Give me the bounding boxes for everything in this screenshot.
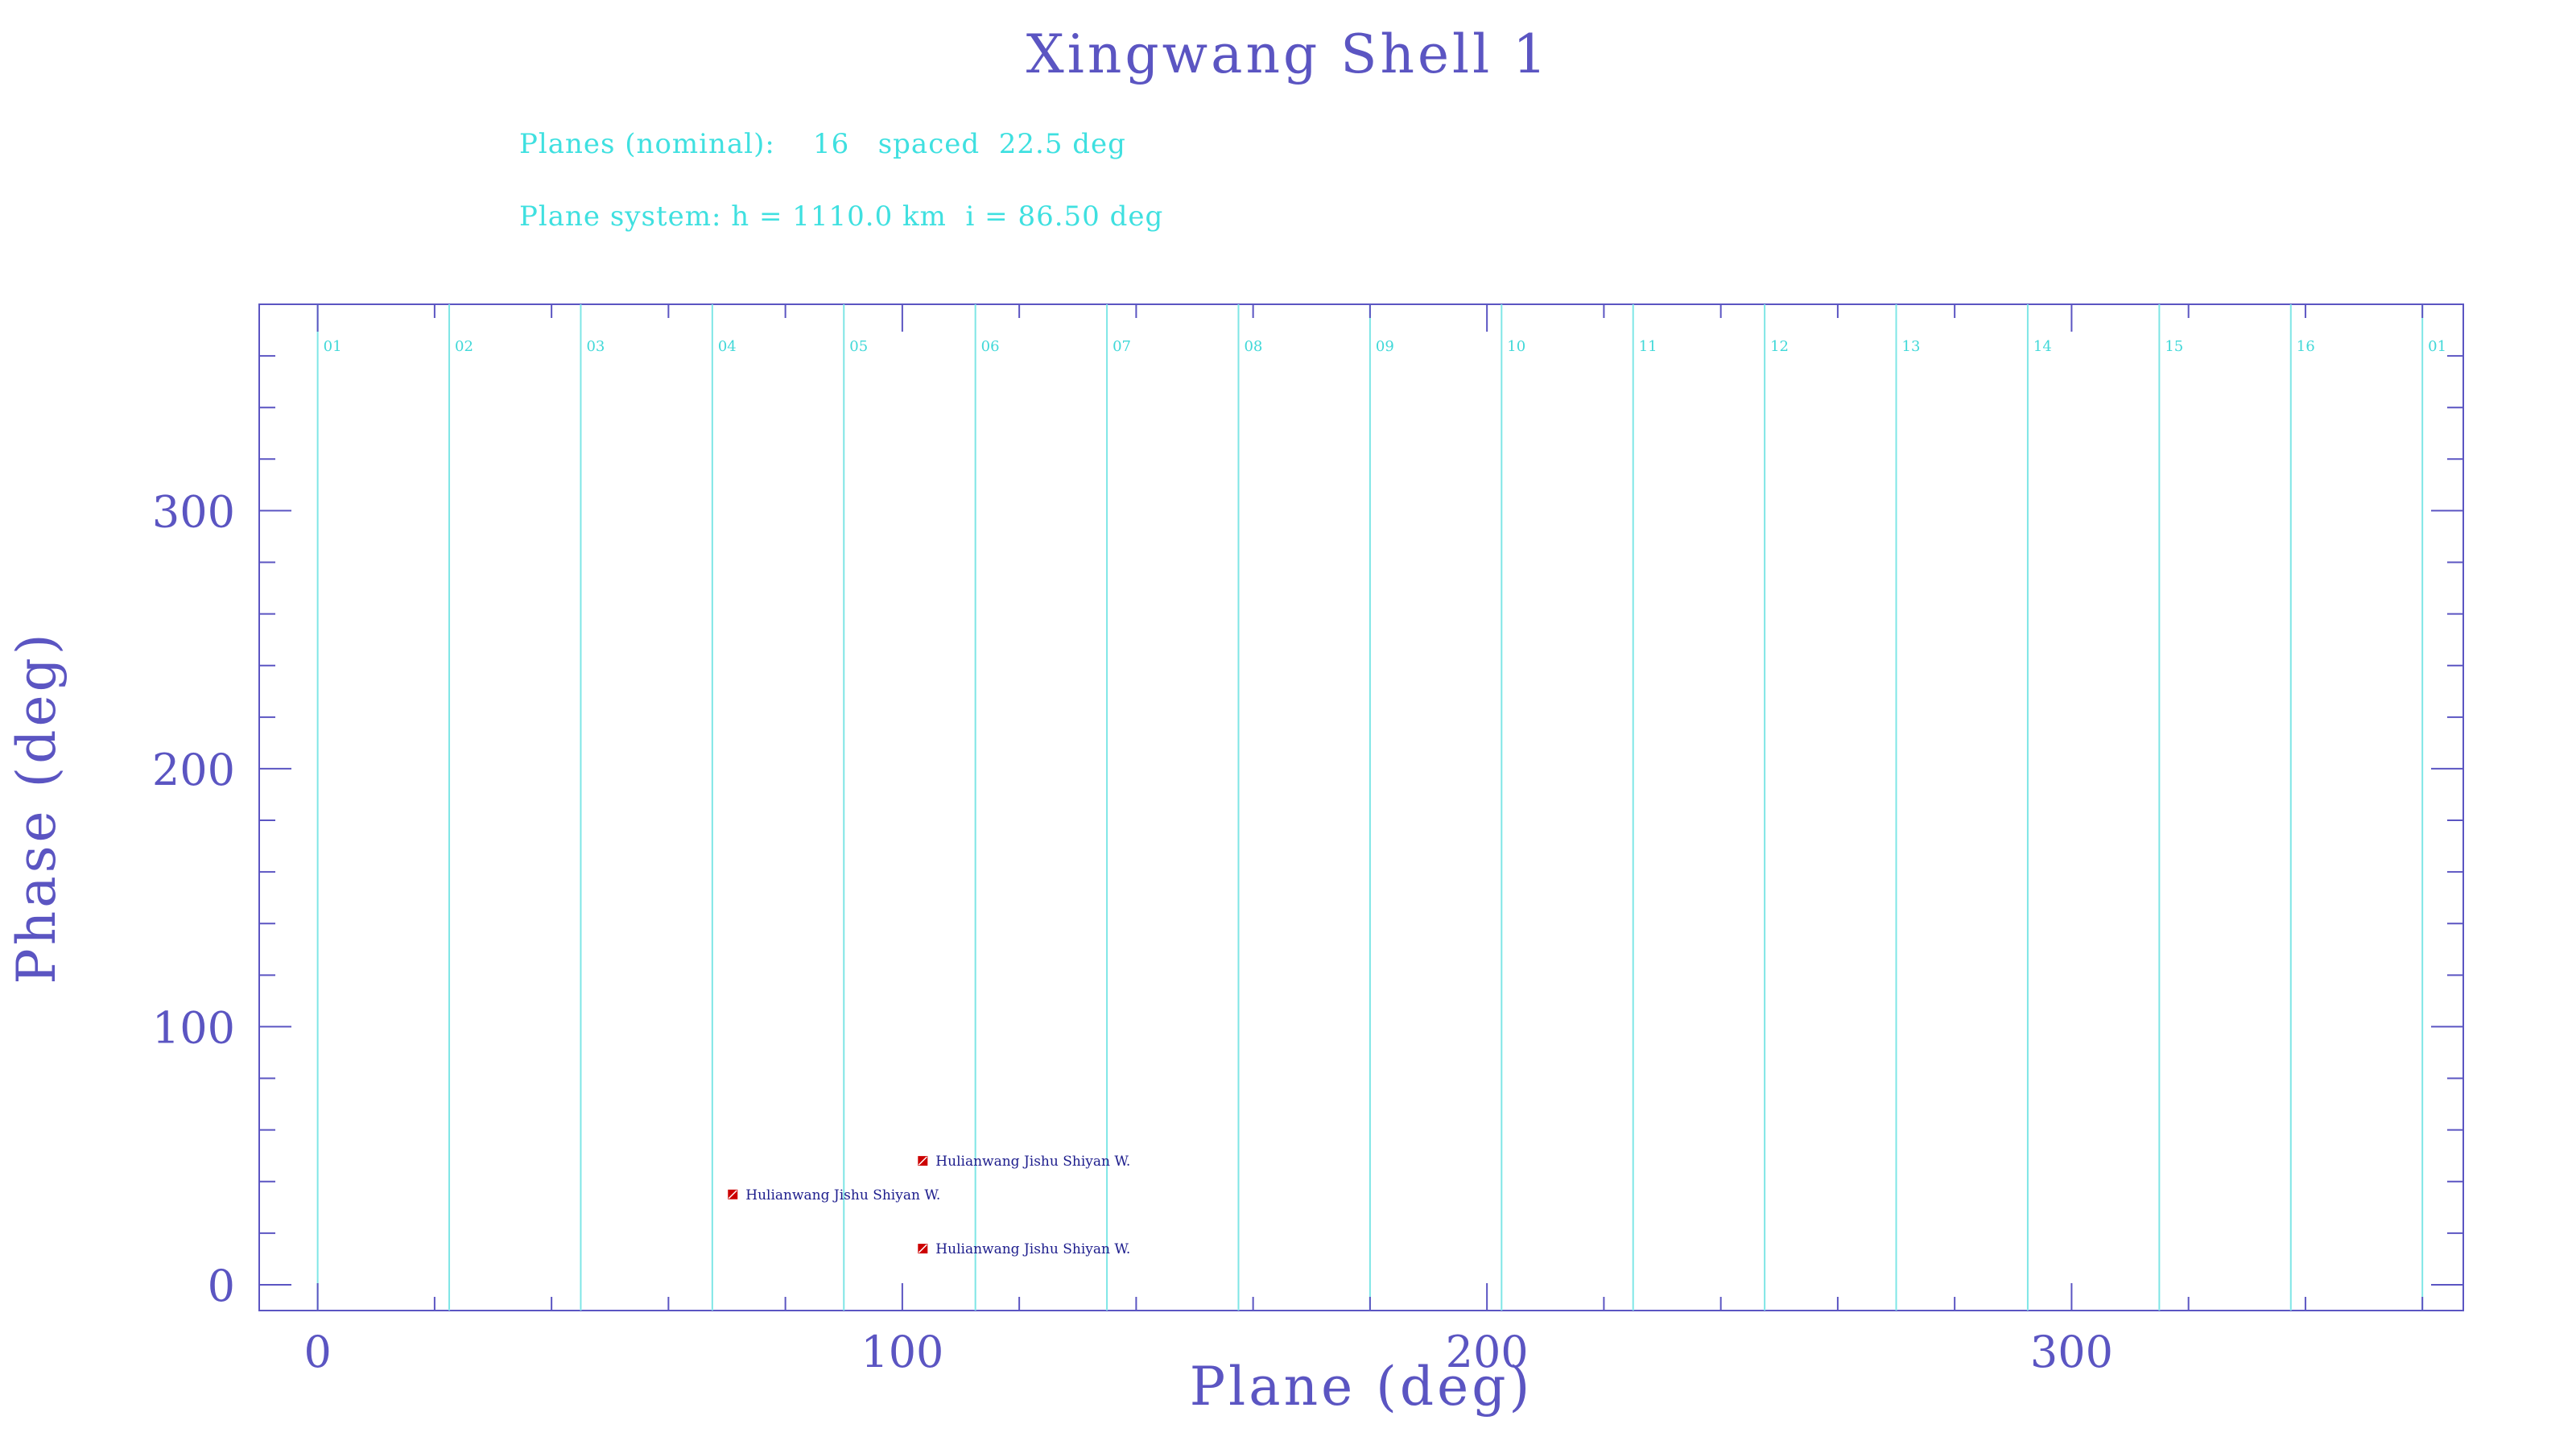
satellite-marker-slash bbox=[728, 1190, 737, 1199]
plane-label: 03 bbox=[586, 338, 605, 355]
plane-label: 01 bbox=[2428, 338, 2446, 355]
chart-title: Xingwang Shell 1 bbox=[1026, 23, 1550, 85]
plane-label: 13 bbox=[1902, 338, 1921, 355]
plane-label: 11 bbox=[1639, 338, 1657, 355]
y-axis-label: Phase (deg) bbox=[6, 630, 68, 984]
satellite-marker-slash bbox=[918, 1156, 927, 1166]
plane-label: 15 bbox=[2165, 338, 2183, 355]
x-tick-label: 100 bbox=[861, 1327, 943, 1377]
subtitle-planes: Planes (nominal): 16 spaced 22.5 deg bbox=[519, 128, 1126, 160]
y-tick-label: 200 bbox=[152, 745, 235, 795]
plane-label: 06 bbox=[981, 338, 1000, 355]
plane-label: 14 bbox=[2033, 338, 2052, 355]
axis-tick-labels: 0 100 200 300 0 100 200 300 bbox=[152, 486, 2113, 1377]
plane-label: 04 bbox=[718, 338, 737, 355]
x-tick-label: 200 bbox=[1446, 1327, 1529, 1377]
plane-label: 10 bbox=[1507, 338, 1525, 355]
plane-label: 05 bbox=[849, 338, 868, 355]
y-tick-label: 300 bbox=[152, 486, 235, 537]
plane-label: 01 bbox=[324, 338, 342, 355]
plane-label: 08 bbox=[1244, 338, 1262, 355]
subtitle-plane-system: Plane system: h = 1110.0 km i = 86.50 de… bbox=[519, 200, 1163, 233]
x-axis-label: Plane (deg) bbox=[1190, 1356, 1533, 1418]
plane-label: 12 bbox=[1770, 338, 1789, 355]
plane-label: 09 bbox=[1376, 338, 1394, 355]
satellite-label: Hulianwang Jishu Shiyan W. bbox=[935, 1241, 1130, 1257]
x-tick-label: 0 bbox=[303, 1327, 331, 1377]
plane-label: 02 bbox=[455, 338, 473, 355]
y-tick-label: 100 bbox=[152, 1002, 235, 1053]
satellite-label: Hulianwang Jishu Shiyan W. bbox=[745, 1187, 940, 1203]
satellite-points: Hulianwang Jishu Shiyan W. Hulianwang Jis… bbox=[728, 1154, 1130, 1257]
plane-label: 07 bbox=[1113, 338, 1131, 355]
x-tick-label: 300 bbox=[2030, 1327, 2113, 1377]
plane-lines: 01 02 03 04 05 06 07 08 09 10 11 12 13 14 15 16 01 bbox=[316, 304, 2446, 1311]
plane-label: 16 bbox=[2297, 338, 2315, 355]
y-tick-label: 0 bbox=[208, 1261, 235, 1311]
axis-ticks bbox=[259, 303, 2463, 1311]
plot-frame bbox=[258, 303, 2464, 1311]
satellite-marker-slash bbox=[918, 1244, 927, 1253]
satellite-label: Hulianwang Jishu Shiyan W. bbox=[935, 1154, 1130, 1170]
